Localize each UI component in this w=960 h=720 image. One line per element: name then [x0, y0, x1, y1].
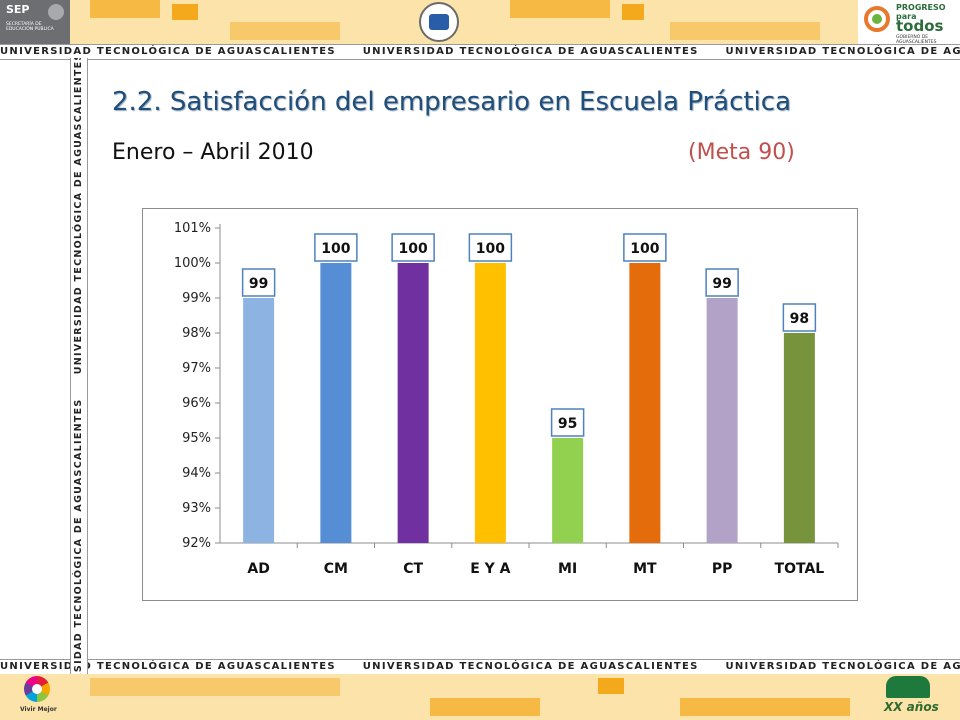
data-label: 99 [249, 276, 268, 292]
data-label-box [623, 233, 667, 262]
university-seal-icon [419, 2, 459, 42]
x-category-label: CM [324, 561, 348, 577]
mexico-eagle-icon [48, 4, 64, 20]
data-label: 100 [476, 241, 505, 257]
gobierno-caption: GOBIERNO DE AGUASCALIENTES [896, 35, 937, 45]
band-tile [172, 4, 198, 20]
satisfaction-bar-chart: 92% 93% 94% 95% 96% 97% 98% 99% 100% 101% AD 99 CM 10… [174, 221, 839, 577]
banner-text: UNIVERSIDAD TECNOLÓGICA DE AGUASCALIENTE… [0, 46, 336, 57]
progreso-todos: todos [896, 17, 944, 35]
y-tick-label: 95% [182, 431, 211, 446]
band-tile [230, 22, 340, 40]
y-tick-label: 100% [174, 256, 211, 271]
band-tile [670, 22, 820, 40]
band-tile [430, 698, 540, 716]
bar-cm [320, 263, 352, 543]
sep-logo-subtitle: SECRETARÍA DE EDUCACIÓN PÚBLICA [6, 22, 54, 32]
banner-text: UNIVERSIDAD TECNOLÓGICA DE AGUASCALIENTE… [725, 661, 960, 672]
band-tile [90, 0, 160, 18]
bar-mi [552, 438, 584, 543]
band-tile [510, 0, 610, 18]
data-label: 100 [399, 241, 428, 257]
period-subtitle: Enero – Abril 2010 [112, 140, 314, 165]
x-category-label: E Y A [470, 561, 510, 577]
data-label-box [782, 303, 817, 332]
banner-text: UNIVERSIDAD TECNOLÓGICA DE AGUASCALIENTE… [73, 398, 84, 720]
banner-text: UNIVERSIDAD TECNOLÓGICA DE AGUASCALIENTE… [0, 661, 336, 672]
bar-mt [629, 263, 661, 543]
university-banner-bottom: UNIVERSIDAD TECNOLÓGICA DE AGUASCALIENTE… [0, 659, 960, 675]
y-tick-label: 99% [182, 291, 211, 306]
data-label: 100 [630, 241, 659, 257]
data-label: 100 [321, 241, 350, 257]
y-tick-label: 101% [174, 221, 211, 236]
bottom-decorative-band [0, 674, 960, 720]
band-tile [622, 4, 644, 20]
flower-icon [24, 676, 50, 702]
bar-ad [243, 298, 275, 543]
sep-logo-text: SEP [6, 3, 30, 16]
banner-text: UNIVERSIDAD TECNOLÓGICA DE AGUASCALIENTE… [725, 46, 960, 57]
xx-anniversary-logo: XX años [876, 674, 942, 720]
data-label-box [550, 408, 585, 437]
data-label: 95 [558, 416, 577, 432]
x-category-label: PP [712, 561, 733, 577]
x-category-label: CT [403, 561, 423, 577]
xx-anos-text: XX años [884, 700, 939, 714]
y-tick-label: 93% [182, 501, 211, 516]
x-category-label: MT [633, 561, 657, 577]
data-label-box [391, 233, 435, 262]
ut-mark-icon [886, 676, 930, 698]
slide-title: 2.2. Satisfacción del empresario en Escu… [112, 87, 792, 117]
x-category-label: MI [558, 561, 577, 577]
progreso-circle-icon [864, 6, 890, 32]
y-tick-label: 94% [182, 466, 211, 481]
data-label: 99 [712, 276, 731, 292]
top-decorative-band [0, 0, 960, 44]
bar-total [783, 333, 815, 543]
university-banner-top: UNIVERSIDAD TECNOLÓGICA DE AGUASCALIENTE… [0, 44, 960, 60]
progreso-para-todos-logo: PROGRESO para todos GOBIERNO DE AGUASCAL… [858, 0, 960, 45]
vivir-mejor-logo: Vivir Mejor [14, 674, 62, 720]
band-tile [598, 678, 624, 694]
banner-text: UNIVERSIDAD TECNOLÓGICA DE AGUASCALIENTE… [73, 58, 84, 374]
data-label-box [314, 233, 358, 262]
banner-text: UNIVERSIDAD TECNOLÓGICA DE AGUASCALIENTE… [362, 661, 699, 672]
university-banner-vertical: UNIVERSIDAD TECNOLÓGICA DE AGUASCALIENTE… [70, 58, 88, 720]
data-label-box [705, 268, 739, 297]
sep-logo: SEP SECRETARÍA DE EDUCACIÓN PÚBLICA [0, 0, 70, 44]
banner-text: UNIVERSIDAD TECNOLÓGICA DE AGUASCALIENTE… [362, 46, 699, 57]
band-tile [90, 678, 340, 696]
data-label-box [468, 233, 513, 262]
bar-ct [397, 263, 429, 543]
data-label: 98 [790, 311, 809, 327]
progreso-word: PROGRESO para [896, 3, 946, 21]
data-label-box [241, 268, 276, 297]
vivir-mejor-text: Vivir Mejor [20, 706, 57, 713]
x-category-label: AD [247, 561, 269, 577]
goal-label: (Meta 90) [688, 140, 795, 165]
bar-pp [706, 298, 738, 543]
band-tile [680, 698, 850, 716]
x-category-label: TOTAL [775, 561, 825, 577]
y-tick-label: 92% [182, 536, 211, 551]
bar-e-y-a [474, 263, 506, 543]
y-tick-label: 97% [182, 361, 211, 376]
y-tick-label: 98% [182, 326, 211, 341]
y-tick-label: 96% [182, 396, 211, 411]
